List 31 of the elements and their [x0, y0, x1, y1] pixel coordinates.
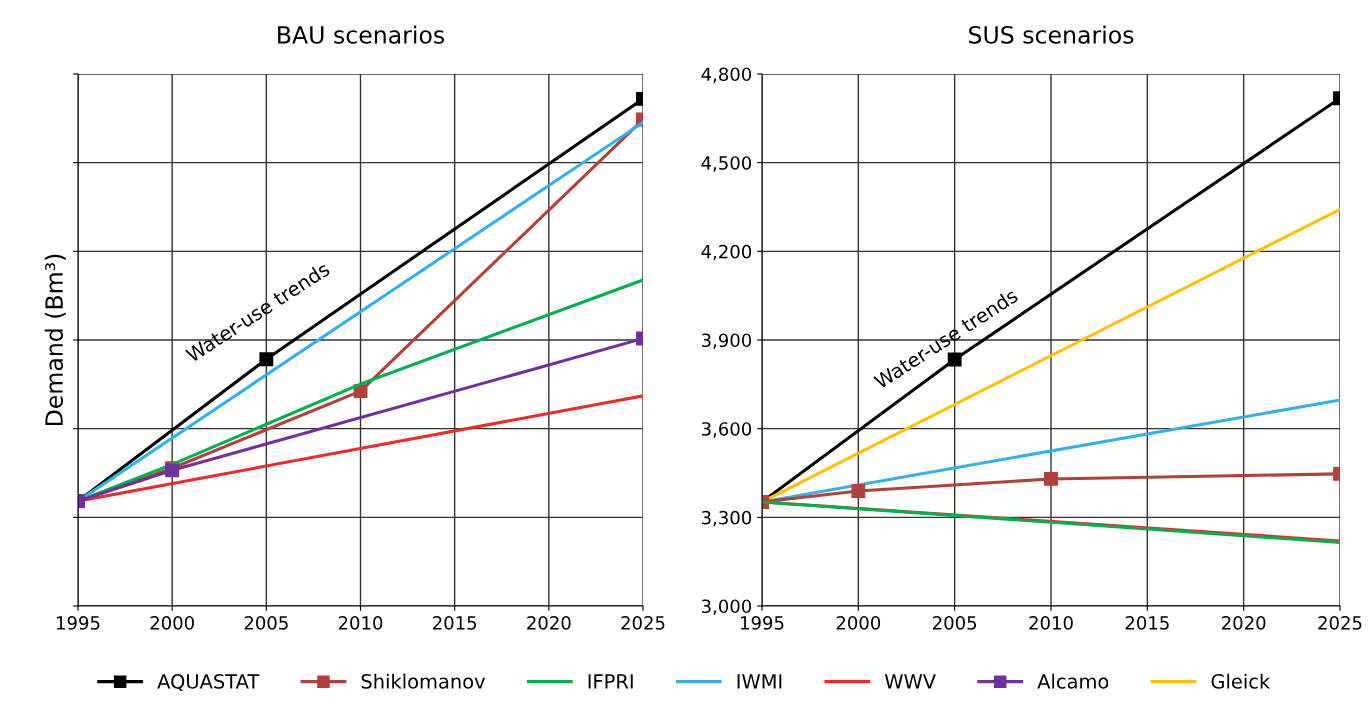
x-tick-label: 2010: [338, 616, 383, 630]
x-tick-label: 2010: [1029, 616, 1073, 630]
y-tick-label: 4,200: [701, 244, 752, 261]
y-tick-label: 3,600: [701, 422, 752, 438]
legend-label: Shiklomanov: [361, 673, 486, 689]
y-tick-label: 3,900: [701, 333, 752, 349]
legend-label: Alcamo: [1037, 673, 1109, 689]
chart-title: BAU scenarios: [278, 25, 445, 44]
x-tick-label: 2000: [150, 616, 194, 630]
y-tick-label: 3,300: [701, 510, 752, 527]
x-tick-label: 1995: [57, 616, 100, 630]
x-tick-label: 2005: [244, 616, 288, 630]
legend-label: AQUASTAT: [157, 674, 260, 691]
y-tick-label: 4,500: [701, 156, 752, 172]
x-tick-label: 2005: [933, 616, 977, 630]
y-axis-title: Demand (Bm³): [44, 254, 66, 426]
x-tick-label: 2000: [836, 616, 881, 630]
x-tick-label: 2015: [433, 616, 477, 630]
x-tick-label: 2025: [1318, 616, 1362, 630]
legend-label: IFPRI: [588, 674, 633, 689]
legend-label: Gleick: [1211, 673, 1271, 689]
y-tick-label: 3,000: [701, 599, 752, 615]
x-tick-label: 2020: [1222, 616, 1266, 630]
x-tick-label: 2020: [527, 616, 571, 630]
legend-label: IWMI: [737, 674, 782, 689]
chart-title: SUS scenarios: [969, 25, 1134, 44]
x-tick-label: 1995: [741, 616, 784, 630]
x-tick-label: 2025: [621, 616, 665, 630]
y-tick-label: 4,800: [701, 67, 752, 83]
legend-label: WWV: [884, 674, 936, 689]
x-tick-label: 2015: [1125, 616, 1169, 630]
